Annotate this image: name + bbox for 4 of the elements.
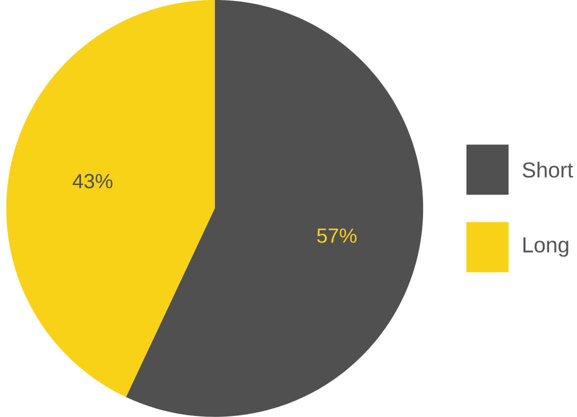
- legend-label: Short: [522, 162, 574, 178]
- legend-label: Long: [523, 238, 568, 257]
- data-label: 43%: [72, 174, 112, 188]
- data-label: 57%: [317, 228, 356, 243]
